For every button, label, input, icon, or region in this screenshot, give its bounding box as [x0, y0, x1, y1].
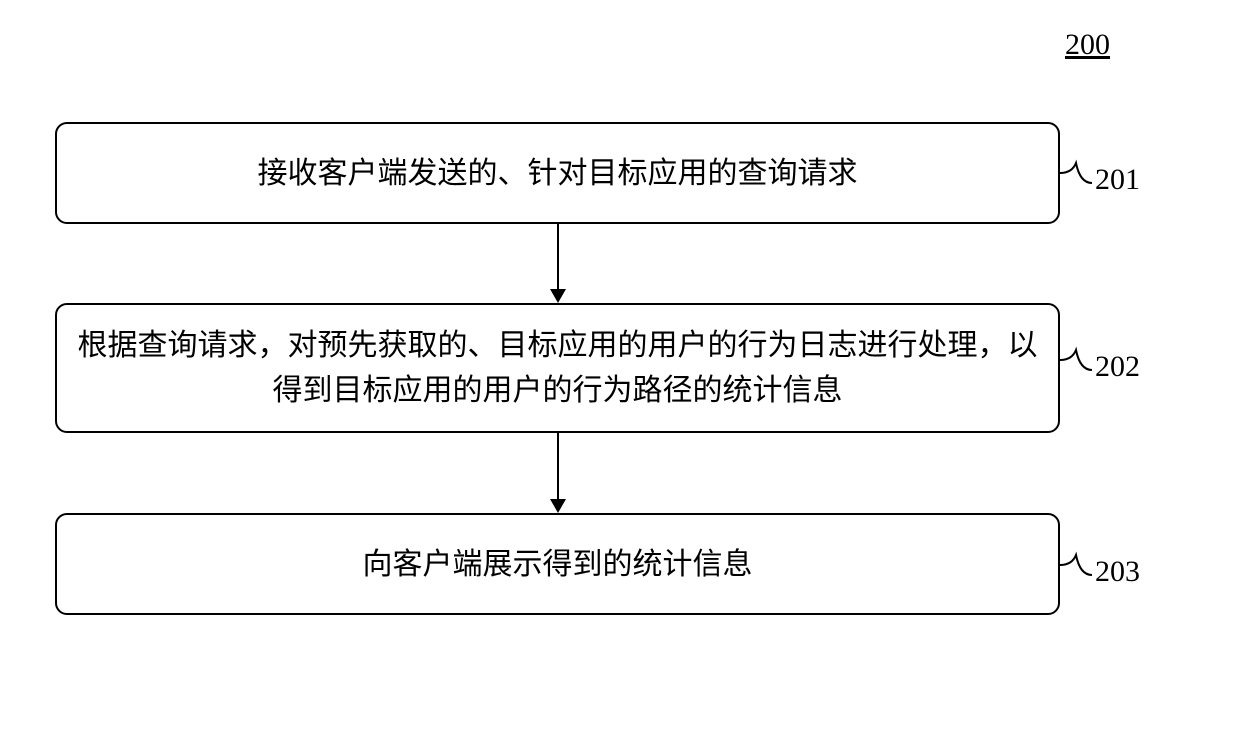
step-2-text: 根据查询请求，对预先获取的、目标应用的用户的行为日志进行处理，以得到目标应用的用… — [77, 323, 1038, 413]
arrow-head-2 — [550, 499, 566, 513]
flowchart-step-2: 根据查询请求，对预先获取的、目标应用的用户的行为日志进行处理，以得到目标应用的用… — [55, 303, 1060, 433]
step-label-1: 201 — [1095, 163, 1140, 197]
label-curve-1 — [1060, 155, 1095, 195]
step-1-text: 接收客户端发送的、针对目标应用的查询请求 — [258, 151, 858, 196]
flowchart-step-1: 接收客户端发送的、针对目标应用的查询请求 — [55, 122, 1060, 224]
connector-2 — [557, 433, 559, 499]
arrow-head-1 — [550, 289, 566, 303]
label-curve-2 — [1060, 342, 1095, 382]
step-label-3: 203 — [1095, 555, 1140, 589]
step-label-2: 202 — [1095, 350, 1140, 384]
step-3-text: 向客户端展示得到的统计信息 — [363, 542, 753, 587]
flowchart-step-3: 向客户端展示得到的统计信息 — [55, 513, 1060, 615]
label-curve-3 — [1060, 547, 1095, 587]
connector-1 — [557, 224, 559, 289]
diagram-number: 200 — [1065, 28, 1110, 62]
